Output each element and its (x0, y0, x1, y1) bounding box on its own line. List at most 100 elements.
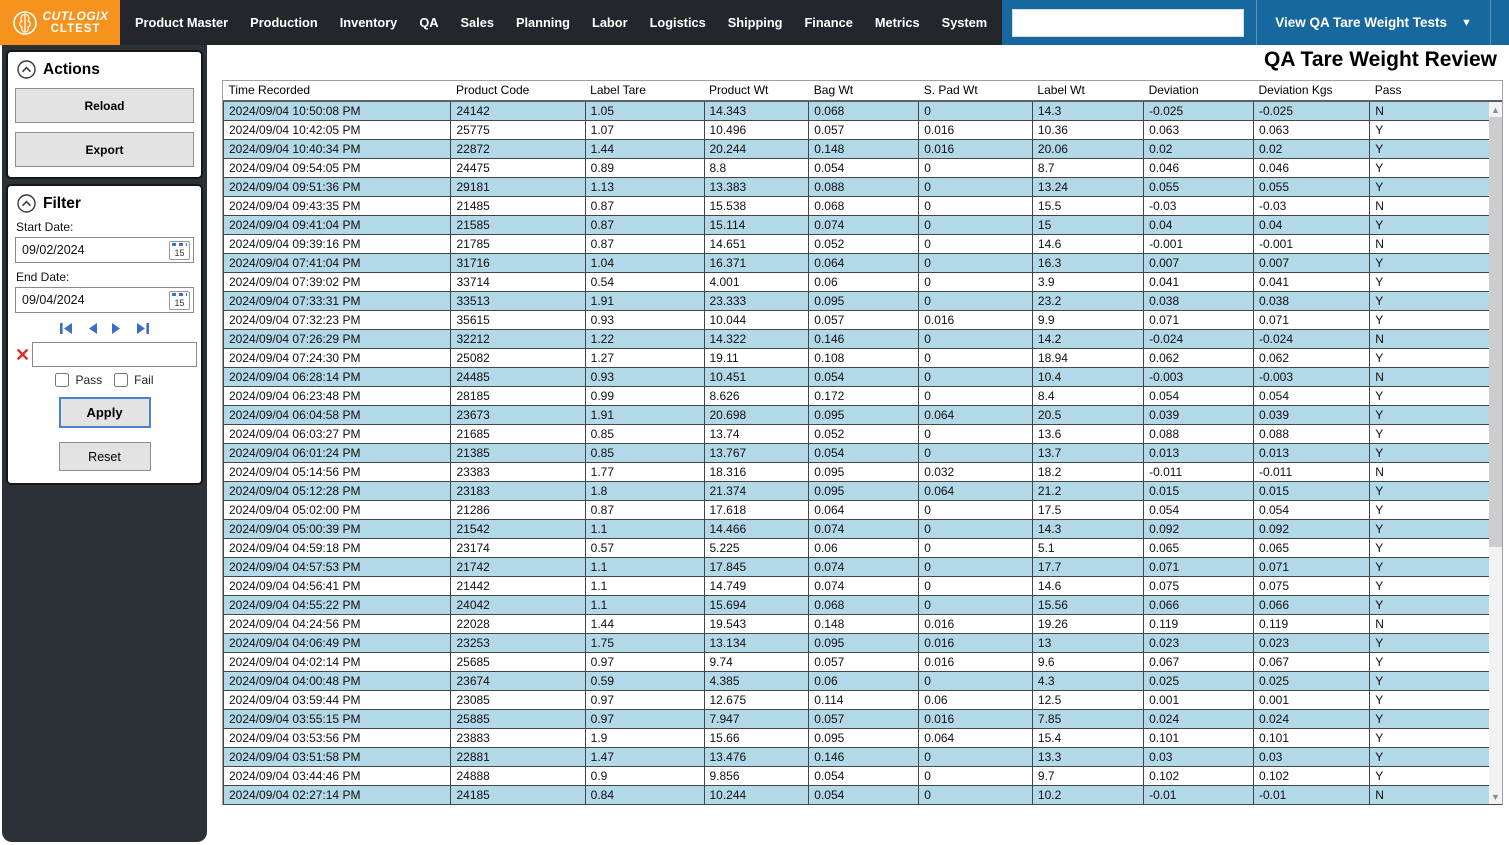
pass-checkbox[interactable] (55, 373, 70, 387)
collapse-chevron-icon[interactable] (17, 60, 36, 79)
nav-item-planning[interactable]: Planning (515, 15, 570, 30)
calendar-icon[interactable]: 15 (169, 290, 190, 310)
column-header[interactable]: Pass (1369, 81, 1502, 102)
table-row[interactable]: 2024/09/04 09:54:05 PM 24475 0.89 8.8 0.054 0… (222, 157, 1502, 178)
table-cell: -0.024 (1143, 328, 1254, 349)
table-row[interactable]: 2024/09/04 07:24:30 PM 25082 1.27 19.11 0.10… (222, 347, 1502, 368)
vertical-scrollbar[interactable]: ▲ ▼ (1489, 102, 1502, 804)
table-cell: 0.97 (584, 689, 705, 710)
scroll-down-icon[interactable]: ▼ (1491, 791, 1500, 802)
table-row[interactable]: 2024/09/04 07:39:02 PM 33714 0.54 4.001 0.06… (222, 271, 1502, 292)
nav-item-metrics[interactable]: Metrics (874, 15, 920, 30)
reload-button[interactable]: Reload (15, 88, 194, 123)
next-record-icon[interactable] (111, 322, 122, 335)
clear-filter-icon[interactable]: ✕ (15, 344, 31, 365)
table-row[interactable]: 2024/09/04 06:28:14 PM 24485 0.93 10.451 0.0… (222, 366, 1502, 387)
table-cell: 0.062 (1252, 347, 1371, 368)
last-record-icon[interactable] (135, 322, 150, 335)
table-row[interactable]: 2024/09/04 04:56:41 PM 21442 1.1 14.749 0.07… (222, 575, 1502, 596)
table-row[interactable]: 2024/09/04 04:55:22 PM 24042 1.1 15.694 0.06… (222, 594, 1502, 615)
table-row[interactable]: 2024/09/04 07:32:23 PM 35615 0.93 10.044 0.0… (222, 309, 1502, 330)
end-date-input[interactable] (22, 293, 142, 307)
table-row[interactable]: 2024/09/04 06:23:48 PM 28185 0.99 8.626 0.17… (222, 385, 1502, 406)
table-row[interactable]: 2024/09/04 05:12:28 PM 23183 1.8 21.374 0.09… (222, 480, 1502, 501)
table-row[interactable]: 2024/09/04 03:53:56 PM 23883 1.9 15.66 0.095… (222, 727, 1502, 748)
column-header[interactable]: Deviation Kgs (1253, 81, 1370, 102)
nav-item-inventory[interactable]: Inventory (339, 15, 398, 30)
table-cell: 14.3 (1031, 100, 1145, 121)
table-row[interactable]: 2024/09/04 07:26:29 PM 32212 1.22 14.322 0.1… (222, 328, 1502, 349)
table-row[interactable]: 2024/09/04 09:43:35 PM 21485 0.87 15.538 0.0… (222, 195, 1502, 216)
nav-item-labor[interactable]: Labor (592, 15, 628, 30)
table-row[interactable]: 2024/09/04 09:39:16 PM 21785 0.87 14.651 0.0… (222, 233, 1502, 254)
nav-item-finance[interactable]: Finance (804, 15, 853, 30)
table-row[interactable]: 2024/09/04 03:55:15 PM 25885 0.97 7.947 0.05… (222, 708, 1502, 729)
table-row[interactable]: 2024/09/04 05:02:00 PM 21286 0.87 17.618 0.0… (222, 499, 1502, 520)
apply-button[interactable]: Apply (58, 397, 151, 428)
table-row[interactable]: 2024/09/04 05:14:56 PM 23383 1.77 18.316 0.0… (222, 461, 1502, 482)
table-row[interactable]: 2024/09/04 07:41:04 PM 31716 1.04 16.371 0.0… (222, 252, 1502, 273)
table-cell: 1.91 (584, 404, 705, 425)
nav-item-sales[interactable]: Sales (460, 15, 494, 30)
column-header[interactable]: Product Code (450, 81, 586, 102)
prev-record-icon[interactable] (87, 322, 98, 335)
table-cell: 2024/09/04 04:06:49 PM (222, 632, 452, 653)
table-row[interactable]: 2024/09/04 04:00:48 PM 23674 0.59 4.385 0.06… (222, 670, 1502, 691)
table-row[interactable]: 2024/09/04 04:24:56 PM 22028 1.44 19.543 0.1… (222, 613, 1502, 634)
export-button[interactable]: Export (15, 132, 194, 167)
table-cell: 21485 (450, 195, 586, 216)
table-cell: 24888 (450, 765, 586, 786)
table-cell: 0.088 (808, 176, 920, 197)
table-row[interactable]: 2024/09/04 06:03:27 PM 21685 0.85 13.74 0.05… (222, 423, 1502, 444)
table-row[interactable]: 2024/09/04 05:00:39 PM 21542 1.1 14.466 0.07… (222, 518, 1502, 539)
nav-item-product-master[interactable]: Product Master (135, 15, 229, 30)
fail-checkbox[interactable] (114, 373, 129, 387)
table-cell: 0.023 (1252, 632, 1371, 653)
column-header[interactable]: Time Recorded (223, 81, 451, 102)
column-header[interactable]: Deviation (1143, 81, 1254, 102)
reset-button[interactable]: Reset (58, 442, 151, 471)
column-header[interactable]: Bag Wt (808, 81, 919, 102)
table-row[interactable]: 2024/09/04 02:27:14 PM 24185 0.84 10.244 0.0… (222, 784, 1502, 805)
table-cell: 0.013 (1143, 442, 1254, 463)
actions-panel-title: Actions (43, 60, 100, 78)
table-row[interactable]: 2024/09/04 10:40:34 PM 22872 1.44 20.244 0.1… (222, 138, 1502, 159)
back-arrow-icon[interactable]: ← (1505, 6, 1509, 40)
table-row[interactable]: 2024/09/04 10:50:08 PM 24142 1.05 14.343 0.0… (222, 100, 1502, 121)
table-cell: 14.6 (1031, 575, 1145, 596)
table-row[interactable]: 2024/09/04 07:33:31 PM 33513 1.91 23.333 0.0… (222, 290, 1502, 311)
column-header[interactable]: S. Pad Wt (918, 81, 1033, 102)
filter-text-input[interactable] (32, 342, 198, 367)
nav-item-system[interactable]: System (941, 15, 988, 30)
column-header[interactable]: Label Tare (585, 81, 704, 102)
table-row[interactable]: 2024/09/04 09:41:04 PM 21585 0.87 15.114 0.0… (222, 214, 1502, 235)
column-header[interactable]: Product Wt (704, 81, 809, 102)
table-row[interactable]: 2024/09/04 03:51:58 PM 22881 1.47 13.476 0.1… (222, 746, 1502, 767)
nav-item-production[interactable]: Production (250, 15, 318, 30)
table-cell: 5.225 (703, 537, 810, 558)
table-row[interactable]: 2024/09/04 10:42:05 PM 25775 1.07 10.496 0.0… (222, 119, 1502, 140)
table-row[interactable]: 2024/09/04 04:57:53 PM 21742 1.1 17.845 0.07… (222, 556, 1502, 577)
table-row[interactable]: 2024/09/04 04:59:18 PM 23174 0.57 5.225 0.06… (222, 537, 1502, 558)
nav-item-shipping[interactable]: Shipping (727, 15, 783, 30)
start-date-input[interactable] (22, 243, 142, 257)
view-selector-dropdown[interactable]: View QA Tare Weight Tests ▼ (1257, 0, 1490, 45)
table-cell: 0 (918, 252, 1033, 273)
scroll-up-icon[interactable]: ▲ (1491, 104, 1500, 115)
table-row[interactable]: 2024/09/04 04:06:49 PM 23253 1.75 13.134 0.0… (222, 632, 1502, 653)
table-row[interactable]: 2024/09/04 03:44:46 PM 24888 0.9 9.856 0.054… (222, 765, 1502, 786)
table-row[interactable]: 2024/09/04 04:02:14 PM 25685 0.97 9.74 0.057… (222, 651, 1502, 672)
column-header[interactable]: Label Wt (1032, 81, 1144, 102)
table-row[interactable]: 2024/09/04 06:01:24 PM 21385 0.85 13.767 0.0… (222, 442, 1502, 463)
table-row[interactable]: 2024/09/04 03:59:44 PM 23085 0.97 12.675 0.1… (222, 689, 1502, 710)
first-record-icon[interactable] (59, 322, 74, 335)
nav-item-logistics[interactable]: Logistics (649, 15, 706, 30)
toolbar-search-input[interactable] (1012, 8, 1245, 37)
toolbar-divider (1256, 0, 1258, 45)
table-row[interactable]: 2024/09/04 09:51:36 PM 29181 1.13 13.383 0.0… (222, 176, 1502, 197)
scrollbar-thumb[interactable] (1489, 117, 1502, 547)
table-row[interactable]: 2024/09/04 06:04:58 PM 23673 1.91 20.698 0.0… (222, 404, 1502, 425)
nav-item-qa[interactable]: QA (419, 15, 439, 30)
collapse-chevron-icon[interactable] (17, 194, 36, 213)
calendar-icon[interactable]: 15 (169, 240, 190, 260)
